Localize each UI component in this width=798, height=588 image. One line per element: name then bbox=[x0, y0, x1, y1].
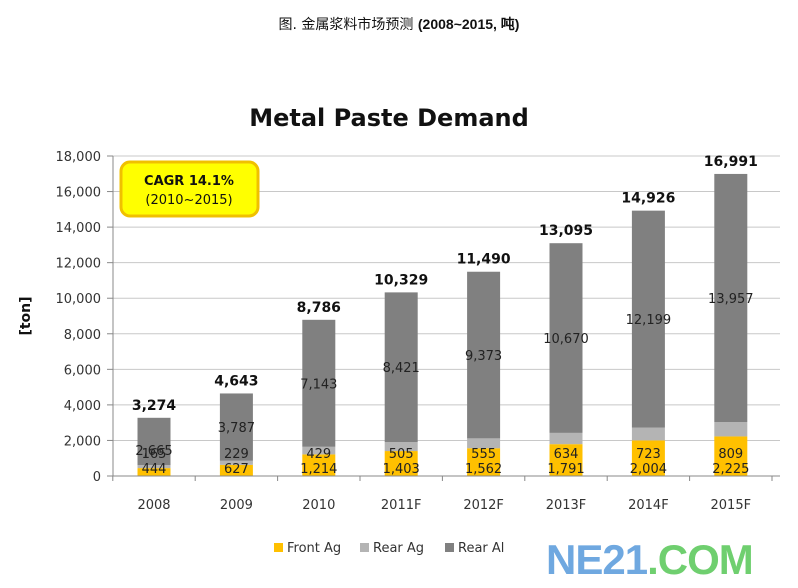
data-label: 1,214 bbox=[300, 462, 337, 477]
y-tick-label: 8,000 bbox=[64, 328, 101, 343]
bar-segment-front-ag bbox=[219, 464, 253, 476]
data-label: 809 bbox=[718, 447, 743, 462]
data-label: 505 bbox=[389, 447, 414, 462]
bar-segment-rear-al bbox=[549, 243, 583, 433]
cagr-line1: CAGR 14.1% bbox=[144, 174, 234, 189]
bar-segment-rear-al bbox=[137, 417, 171, 466]
total-label: 10,329 bbox=[374, 272, 428, 288]
bar-segment-rear-al bbox=[384, 292, 418, 443]
data-label: 723 bbox=[636, 447, 661, 462]
legend-swatch bbox=[274, 543, 283, 552]
total-label: 3,274 bbox=[132, 398, 177, 414]
data-label: 8,421 bbox=[383, 361, 420, 376]
total-label: 16,991 bbox=[704, 154, 758, 170]
bar-segment-rear-ag bbox=[467, 438, 501, 449]
y-axis: 0 2,000 4,000 6,000 8,000 10,000 12,000 14,000 1… bbox=[56, 150, 114, 485]
caption-chinese: 图. 金属浆料市场预测 bbox=[278, 17, 414, 33]
data-label: 1,403 bbox=[383, 462, 420, 477]
data-label: 2,004 bbox=[630, 462, 667, 477]
figure-caption: 图. 金属浆料市场预测 (2008~2015, 吨) bbox=[0, 14, 798, 34]
data-label: 2,665 bbox=[135, 444, 172, 459]
data-label: 12,199 bbox=[626, 313, 672, 328]
caption-range: (2008~2015, 吨) bbox=[417, 16, 520, 32]
x-axis: 2008 2009 2010 2011F 2012F 2013F 2014F 2015F bbox=[112, 475, 780, 513]
data-label: 429 bbox=[306, 447, 331, 462]
y-tick-label: 4,000 bbox=[64, 399, 101, 414]
bar-segment-front-ag bbox=[714, 436, 748, 476]
data-label: 444 bbox=[142, 462, 167, 477]
bar-segment-rear-al bbox=[467, 271, 501, 439]
data-label: 2,225 bbox=[712, 462, 749, 477]
legend-swatch bbox=[360, 543, 369, 552]
data-label: 10,670 bbox=[543, 332, 589, 347]
total-label: 14,926 bbox=[621, 191, 675, 207]
bar-segment-rear-ag bbox=[631, 427, 665, 441]
cagr-annotation: CAGR 14.1% (2010~2015) bbox=[119, 160, 260, 218]
bar-segment-rear-al bbox=[219, 393, 253, 461]
x-tick-label: 2011F bbox=[381, 498, 422, 513]
total-label: 8,786 bbox=[297, 300, 341, 316]
legend-label: Front Ag bbox=[287, 541, 341, 556]
bar-segment-rear-ag bbox=[549, 432, 583, 445]
cagr-box bbox=[119, 160, 260, 218]
legend-label: Rear Ag bbox=[373, 541, 424, 556]
bar-segment-front-ag bbox=[549, 444, 583, 476]
bar-segment-rear-al bbox=[631, 210, 665, 428]
y-tick-label: 12,000 bbox=[56, 257, 102, 272]
bar-segment-front-ag bbox=[631, 440, 665, 476]
watermark-part1: NE21 bbox=[546, 536, 648, 583]
data-label: 9,373 bbox=[465, 349, 502, 364]
total-label: 4,643 bbox=[214, 373, 258, 389]
y-tick-label: 14,000 bbox=[56, 221, 102, 236]
data-label: 555 bbox=[471, 447, 496, 462]
total-label: 13,095 bbox=[539, 223, 593, 239]
bar-segment-front-ag bbox=[384, 451, 418, 476]
data-label: 3,787 bbox=[218, 421, 255, 436]
bar-segment-rear-al bbox=[302, 319, 336, 447]
data-label: 13,957 bbox=[708, 292, 754, 307]
data-label: 1,791 bbox=[547, 462, 584, 477]
bar-segment-front-ag bbox=[302, 454, 336, 476]
x-tick-label: 2013F bbox=[546, 498, 587, 513]
legend-swatch bbox=[445, 543, 454, 552]
cagr-line2: (2010~2015) bbox=[145, 193, 232, 208]
data-label: 627 bbox=[224, 462, 249, 477]
data-label: 165 bbox=[142, 447, 167, 462]
y-axis-label: [ton] bbox=[18, 296, 34, 335]
watermark-part2: .COM bbox=[647, 536, 754, 583]
data-label: 229 bbox=[224, 447, 249, 462]
bar-segment-rear-ag bbox=[384, 442, 418, 452]
bar-segment-rear-ag bbox=[219, 460, 253, 465]
bar-segment-front-ag bbox=[467, 448, 501, 476]
x-tick-label: 2015F bbox=[711, 498, 752, 513]
y-tick-label: 10,000 bbox=[56, 292, 102, 307]
bar-segment-front-ag bbox=[137, 468, 171, 476]
bar-segment-rear-ag bbox=[714, 422, 748, 437]
x-tick-label: 2014F bbox=[628, 498, 669, 513]
bar-segment-rear-al bbox=[714, 173, 748, 423]
y-tick-label: 2,000 bbox=[64, 434, 101, 449]
bar-segment-rear-ag bbox=[302, 446, 336, 455]
x-tick-label: 2010 bbox=[302, 498, 335, 513]
watermark-logo: NE21.COM bbox=[546, 536, 754, 584]
bar-segment-rear-ag bbox=[137, 465, 171, 469]
y-tick-label: 6,000 bbox=[64, 363, 101, 378]
data-label: 1,562 bbox=[465, 462, 502, 477]
y-tick-label: 18,000 bbox=[56, 150, 102, 165]
legend: Front Ag Rear Ag Rear Al bbox=[274, 541, 504, 556]
x-tick-label: 2008 bbox=[137, 498, 170, 513]
total-label: 11,490 bbox=[457, 252, 511, 268]
chart-title: Metal Paste Demand bbox=[249, 104, 529, 132]
y-tick-label: 0 bbox=[93, 470, 101, 485]
data-label: 7,143 bbox=[300, 377, 337, 392]
legend-label: Rear Al bbox=[458, 541, 504, 556]
x-tick-label: 2012F bbox=[463, 498, 504, 513]
data-label: 634 bbox=[554, 447, 579, 462]
y-tick-label: 16,000 bbox=[56, 186, 102, 201]
x-tick-label: 2009 bbox=[220, 498, 253, 513]
